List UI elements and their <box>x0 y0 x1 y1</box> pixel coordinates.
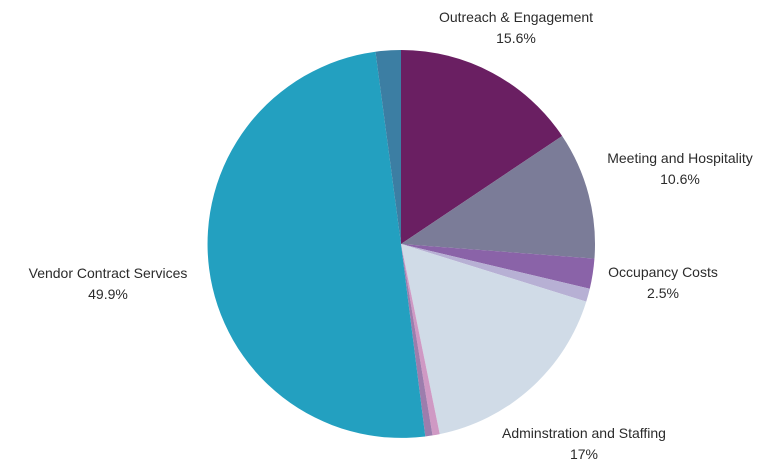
label-meeting-hospitality: Meeting and Hospitality <box>607 150 753 166</box>
slice-outreach-engagement <box>401 50 563 244</box>
pie-slices <box>207 50 596 438</box>
value-administration-staffing: 17% <box>570 446 598 462</box>
value-occupancy-costs: 2.5% <box>647 285 679 301</box>
slice-unlabeled-5 <box>401 244 440 436</box>
value-vendor-contract-services: 49.9% <box>88 286 128 302</box>
slice-vendor-contract-services <box>207 51 426 438</box>
label-outreach-engagement: Outreach & Engagement <box>439 9 593 25</box>
label-vendor-contract-services: Vendor Contract Services <box>29 265 188 281</box>
value-outreach-engagement: 15.6% <box>496 30 536 46</box>
slice-adminstration-and-staffing <box>401 244 587 435</box>
slice-meeting-and-hospitality <box>401 135 596 259</box>
slice-unlabeled-8 <box>375 50 401 244</box>
slice-unlabeled-6 <box>401 244 433 437</box>
value-meeting-hospitality: 10.6% <box>660 171 700 187</box>
slice-unlabeled-3 <box>401 244 590 302</box>
label-administration-staffing: Adminstration and Staffing <box>502 425 666 441</box>
label-occupancy-costs: Occupancy Costs <box>608 264 718 280</box>
slice-occupancy-costs <box>401 244 595 289</box>
